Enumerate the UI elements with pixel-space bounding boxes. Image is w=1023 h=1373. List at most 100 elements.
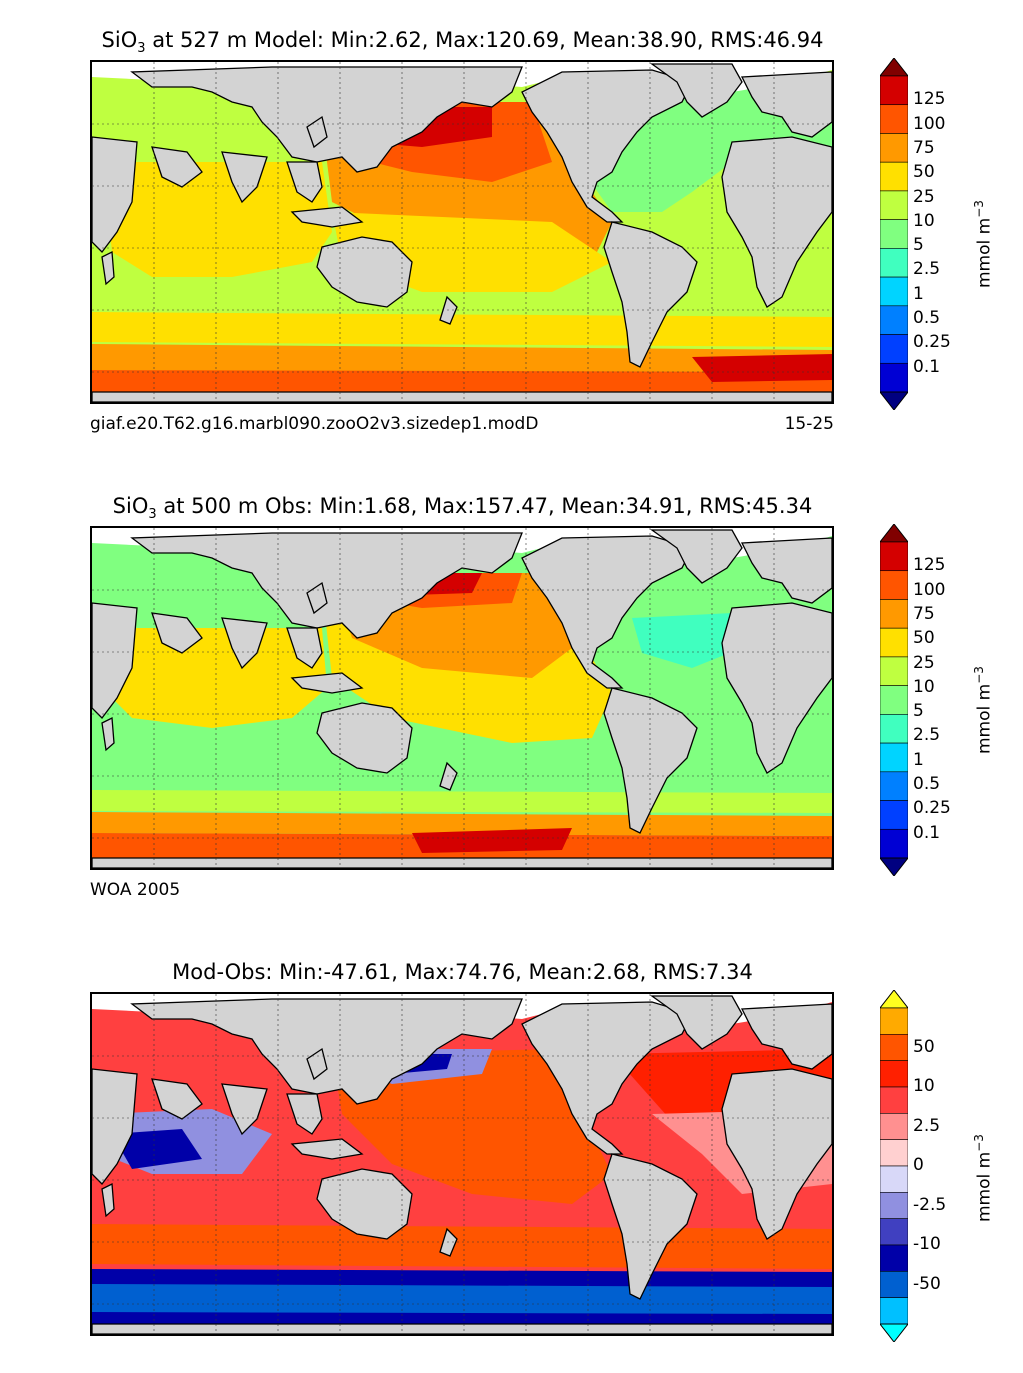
colorbar-tick-label: 100 xyxy=(913,579,946,600)
panel-1-title: SiO3 at 527 m Model: Min:2.62, Max:120.6… xyxy=(101,28,824,57)
colorbar-segment xyxy=(879,1086,909,1114)
colorbar-tick-label: 75 xyxy=(913,603,935,624)
land-europe xyxy=(740,537,832,604)
land-madagascar xyxy=(101,250,115,286)
land-eurasia xyxy=(130,66,523,173)
land-eastAfrica xyxy=(92,602,138,719)
contour-band-indian-core xyxy=(112,1129,202,1169)
colorbar-segment xyxy=(879,1034,909,1061)
contour-band-southern-max xyxy=(412,828,572,853)
colorbar-segment xyxy=(879,742,909,773)
panel-3-colorbar xyxy=(878,989,910,1343)
colorbar-extend-min xyxy=(878,391,910,411)
colorbar-tick-label: 25 xyxy=(913,652,935,673)
land-africa xyxy=(721,1068,832,1240)
land-india xyxy=(221,151,268,204)
panel-2-title: SiO3 at 500 m Obs: Min:1.68, Max:157.47,… xyxy=(112,494,813,523)
colorbar-tick-label: -10 xyxy=(913,1234,941,1254)
colorbar-segment xyxy=(879,161,909,192)
colorbar-segment xyxy=(879,104,909,134)
colorbar-segment xyxy=(879,800,909,830)
colorbar-tick-label: 75 xyxy=(913,137,935,158)
land-africa xyxy=(721,136,832,308)
colorbar-segment xyxy=(879,541,909,572)
colorbar-segment xyxy=(879,714,909,744)
colorbar-tick-label: 10 xyxy=(913,1076,935,1096)
colorbar-tick-label: 10 xyxy=(913,210,935,231)
colorbar-tick-label: 50 xyxy=(913,162,935,183)
colorbar-tick-label: 5 xyxy=(913,235,924,256)
land-seAsia xyxy=(286,1093,323,1135)
colorbar-tick-label: 0.25 xyxy=(913,332,951,353)
land-northAmerica xyxy=(521,69,693,223)
land-australia xyxy=(316,1168,413,1240)
colorbar-tick-label: 50 xyxy=(913,628,935,649)
colorbar-segment xyxy=(879,828,909,859)
contour-band-atlantic-trop xyxy=(632,613,742,668)
colorbar-tick-label: 10 xyxy=(913,676,935,697)
colorbar-segment xyxy=(879,334,909,364)
land-europe xyxy=(740,1003,832,1070)
panel-1-colorbar xyxy=(878,57,910,411)
colorbar-segment xyxy=(879,1244,909,1272)
colorbar-segment xyxy=(879,248,909,278)
land-newZealand xyxy=(439,1227,458,1257)
land-antarctica xyxy=(92,1323,832,1334)
panel-3-units: mmol m−3 xyxy=(972,1134,995,1222)
colorbar-segment xyxy=(879,276,909,307)
map-svg-1 xyxy=(92,62,832,402)
land-newZealand xyxy=(439,761,458,791)
land-arabia xyxy=(151,146,203,188)
colorbar-extend-min xyxy=(878,857,910,877)
panel-2-colorbar xyxy=(878,523,910,877)
colorbar-segment xyxy=(879,1297,909,1325)
land-eurasia xyxy=(130,532,523,639)
colorbar-segment xyxy=(879,1192,909,1219)
land-arabia xyxy=(151,1078,203,1120)
colorbar-tick-label: 0.5 xyxy=(913,308,941,329)
land-southAmerica xyxy=(603,687,698,834)
panel-1-case-name: giaf.e20.T62.g16.marbl090.zooO2v3.sizede… xyxy=(90,414,539,434)
panel-2-source: WOA 2005 xyxy=(90,880,181,900)
land-indonesia xyxy=(290,672,364,694)
land-northAmerica xyxy=(521,1001,693,1155)
colorbar-segment xyxy=(879,362,909,393)
colorbar-tick-label: 0.25 xyxy=(913,798,951,819)
colorbar-tick-label: 0.1 xyxy=(913,356,941,377)
colorbar-tick-label: 2.5 xyxy=(913,725,941,746)
panel-3-title: Mod-Obs: Min:-47.61, Max:74.76, Mean:2.6… xyxy=(172,960,753,984)
land-australia xyxy=(316,702,413,774)
land-europe xyxy=(740,71,832,138)
colorbar-segment xyxy=(879,685,909,715)
land-greenland xyxy=(649,529,743,584)
colorbar-segment xyxy=(879,1007,909,1035)
colorbar-tick-label: 125 xyxy=(913,555,946,576)
land-india xyxy=(221,1083,268,1136)
land-greenland xyxy=(649,63,743,118)
land-eastAfrica xyxy=(92,1068,138,1185)
colorbar-segment xyxy=(879,1165,909,1193)
colorbar-extend-max xyxy=(878,989,910,1009)
panel-1-map xyxy=(90,60,834,404)
colorbar-extend-max xyxy=(878,523,910,543)
map-svg-3 xyxy=(92,994,832,1334)
colorbar-tick-label: 1 xyxy=(913,749,924,770)
land-madagascar xyxy=(101,716,115,752)
land-greenland xyxy=(649,995,743,1050)
land-japan xyxy=(306,1047,328,1081)
land-southAmerica xyxy=(603,1153,698,1300)
contour-band-south-band xyxy=(92,1224,832,1269)
contour-band-southern-neg-light xyxy=(92,1284,832,1314)
land-madagascar xyxy=(101,1182,115,1218)
contour-band-southern-b xyxy=(92,370,832,392)
colorbar-segment xyxy=(879,133,909,163)
land-africa xyxy=(721,602,832,774)
land-newZealand xyxy=(439,295,458,325)
colorbar-segment xyxy=(879,570,909,600)
colorbar-segment xyxy=(879,1113,909,1140)
contour-band-indian xyxy=(102,628,327,728)
colorbar-tick-label: 2.5 xyxy=(913,1115,941,1136)
colorbar-segment xyxy=(879,1060,909,1088)
land-antarctica xyxy=(92,391,832,402)
map-svg-2 xyxy=(92,528,832,868)
